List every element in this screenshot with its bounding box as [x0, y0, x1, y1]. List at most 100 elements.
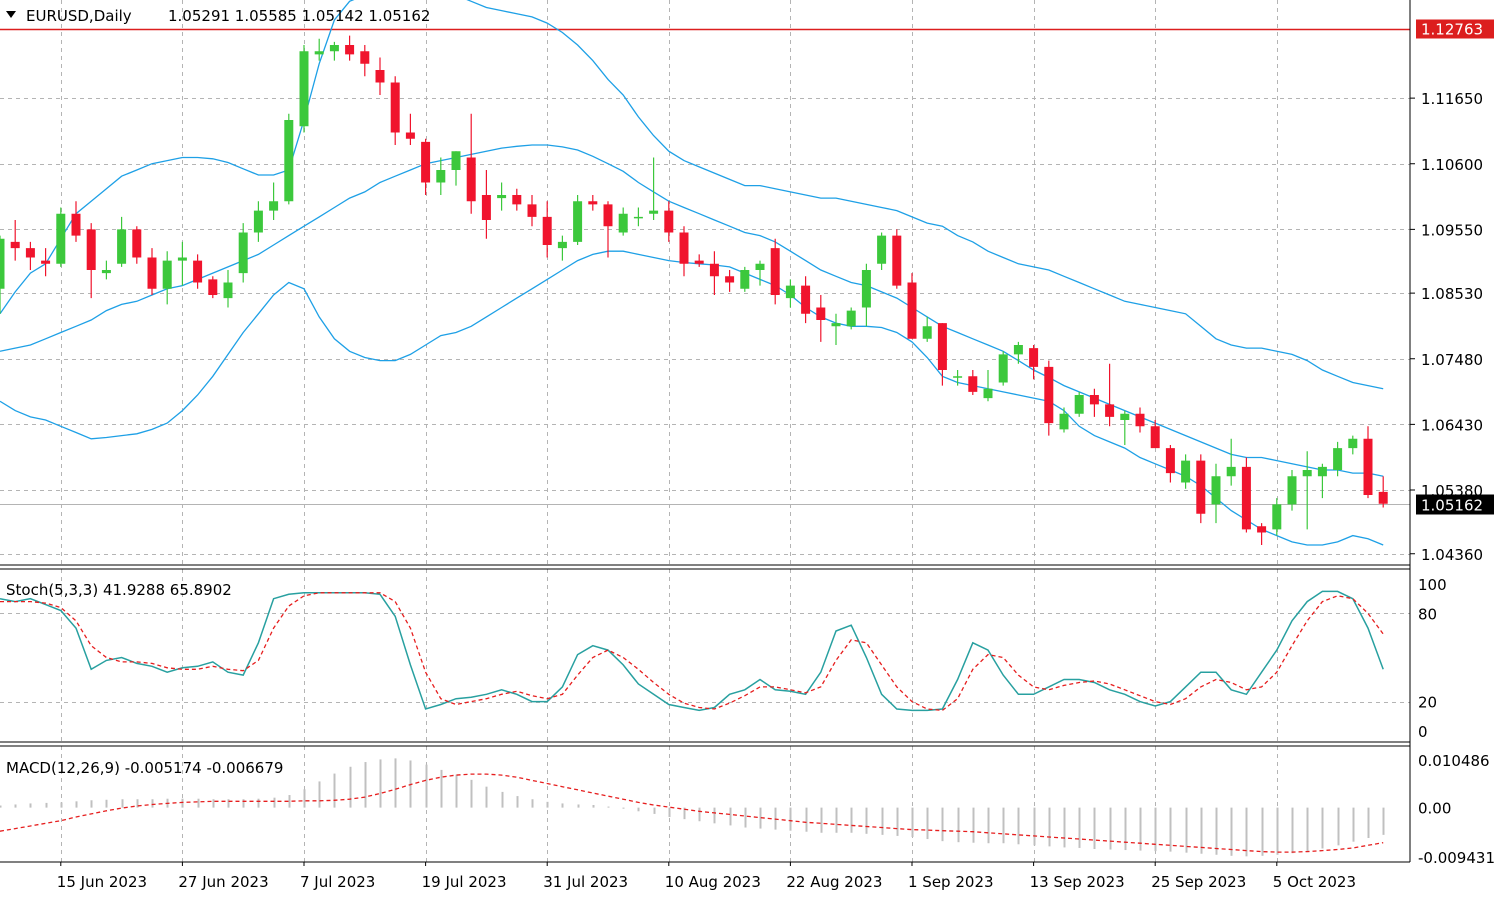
candle-body [618, 213, 628, 233]
candle [770, 238, 780, 305]
candle [694, 254, 704, 267]
candle [132, 226, 142, 264]
candle [1317, 463, 1327, 499]
candle-body [1135, 413, 1145, 427]
candle-body [10, 241, 20, 249]
candle-body [801, 285, 811, 314]
candle [573, 195, 583, 245]
bb-middle-line [0, 144, 1384, 477]
candle-body [497, 195, 507, 199]
stoch-main-line [0, 590, 1384, 712]
symbol-label: EURUSD,Daily [26, 7, 132, 25]
candle [1059, 407, 1069, 433]
time-axis-label: 25 Sep 2023 [1151, 873, 1246, 891]
candle [1120, 410, 1130, 445]
candle-body [162, 260, 172, 289]
candle-body [177, 257, 187, 261]
candle [345, 35, 355, 61]
candle [0, 235, 5, 314]
candle [466, 113, 476, 214]
candle-body [71, 213, 81, 236]
candle [497, 182, 507, 211]
candle [709, 251, 719, 295]
price-axis-label: 1.06430 [1421, 416, 1483, 434]
candle [238, 223, 248, 283]
candle-body [345, 45, 355, 55]
resistance-price-label: 1.12763 [1421, 21, 1483, 39]
bb-lower-line [0, 250, 1384, 546]
candle-body [725, 276, 735, 283]
candle-body [481, 195, 491, 220]
candle-body [649, 210, 659, 214]
candle-body [56, 213, 66, 264]
candle [603, 201, 613, 258]
price-axis-label: 1.10600 [1421, 156, 1483, 174]
resistance-price-marker: 1.12763 [1416, 19, 1494, 39]
candle [1287, 470, 1297, 511]
candle [86, 223, 96, 299]
candle [892, 229, 902, 289]
candle-body [573, 201, 583, 242]
candle [633, 207, 643, 227]
candle-body [86, 229, 96, 270]
candle-body [436, 170, 446, 183]
candle [405, 113, 415, 145]
candle-body [785, 285, 795, 299]
time-axis-label: 13 Sep 2023 [1030, 873, 1125, 891]
candle-body [41, 260, 51, 264]
candle [481, 170, 491, 239]
candle-body [451, 151, 461, 170]
candle-body [998, 354, 1008, 383]
candle-body [557, 241, 567, 249]
candle [1333, 441, 1343, 477]
candle-body [816, 307, 826, 320]
candle-body [1029, 348, 1039, 367]
candle [618, 207, 628, 236]
candle-body [421, 141, 431, 183]
candle-body [1257, 526, 1267, 533]
bb-upper-line [0, 0, 1384, 390]
candle-body [314, 51, 324, 55]
candle [269, 182, 279, 220]
candle-body [132, 229, 142, 258]
candle [284, 113, 294, 205]
candle [1044, 360, 1054, 436]
candle-body [755, 263, 765, 270]
current-price-label: 1.05162 [1421, 497, 1483, 515]
candle-body [238, 232, 248, 274]
candle-body [466, 157, 476, 202]
candle-body [1165, 448, 1175, 474]
candle [193, 254, 203, 289]
candle-body [709, 263, 719, 277]
candle-body [664, 210, 674, 233]
candle-body [269, 201, 279, 211]
candle [390, 76, 400, 145]
candle-body [284, 120, 294, 202]
candle-body [846, 310, 856, 327]
candle [679, 226, 689, 277]
candle-body [1333, 448, 1343, 470]
candle [1105, 363, 1115, 427]
dropdown-triangle-icon[interactable] [6, 11, 16, 18]
candle-body [1181, 460, 1191, 483]
candle [1241, 457, 1251, 533]
candle-body [1378, 491, 1388, 504]
candle [1302, 451, 1312, 530]
axes: 1.11650 1.10600 1.09550 1.08530 1.07480 1.064… [57, 90, 1495, 891]
candle [801, 276, 811, 324]
candle [846, 307, 856, 330]
candle [177, 241, 187, 286]
candle [922, 316, 932, 342]
candle-body [1348, 438, 1358, 449]
candle [314, 38, 324, 61]
candle-body [390, 82, 400, 133]
stochastic-oscillator [0, 590, 1384, 712]
candle-body [1211, 476, 1221, 505]
candle [861, 263, 871, 327]
candle [907, 273, 917, 339]
candle-body [770, 248, 780, 295]
panel-frame [0, 0, 1411, 863]
candle-body [1317, 466, 1327, 477]
candle-body [679, 232, 689, 264]
